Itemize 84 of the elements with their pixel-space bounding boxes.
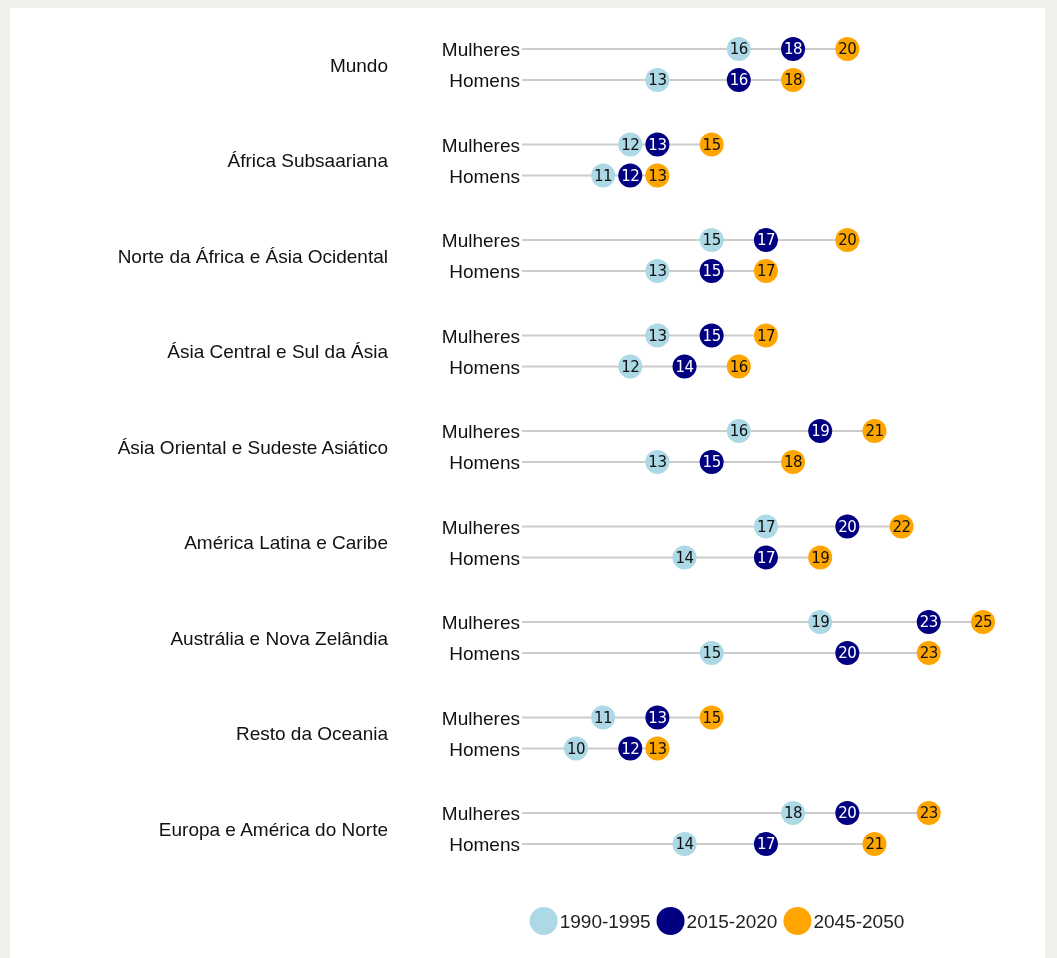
data-label: 16 <box>729 422 748 441</box>
text: Resto da Oceania <box>235 723 389 744</box>
data-label: 13 <box>648 453 667 472</box>
data-label: 13 <box>648 326 667 345</box>
data-label: 23 <box>919 613 938 632</box>
data-label: 13 <box>648 262 667 281</box>
data-label: 20 <box>838 644 857 663</box>
y-tick-label: Homens <box>449 356 520 378</box>
data-label: 16 <box>729 71 748 90</box>
data-label: 13 <box>648 739 667 758</box>
data-label: 12 <box>621 135 640 154</box>
y-tick-label: Homens <box>449 70 520 91</box>
data-label: 20 <box>838 517 857 536</box>
text: Ásia Oriental e Sudeste Asiático <box>117 436 388 458</box>
data-label: 14 <box>675 357 694 376</box>
data-label: 15 <box>702 326 721 345</box>
data-label: 13 <box>648 71 667 90</box>
text: Mundo <box>329 54 388 76</box>
data-label: 23 <box>919 644 938 663</box>
text: Europa e América do Norte <box>158 818 388 840</box>
data-label: 17 <box>756 548 775 567</box>
y-tick-label: Homens <box>449 834 520 855</box>
data-label: 16 <box>729 357 748 376</box>
data-label: 17 <box>756 326 775 345</box>
data-label: 25 <box>973 613 993 632</box>
text: Austrália e Nova Zelândia <box>170 627 389 649</box>
data-label: 17 <box>756 517 775 536</box>
text: Norte da África e Ásia Ocidental <box>117 245 388 267</box>
y-tick-label: Mulheres <box>441 707 520 729</box>
y-tick-label: Mulheres <box>441 421 520 442</box>
y-tick-label: Homens <box>449 165 520 187</box>
y-tick-label: Mulheres <box>441 516 520 538</box>
y-tick-label: Homens <box>449 738 520 760</box>
data-label: 15 <box>702 262 721 281</box>
data-label: 16 <box>729 40 748 59</box>
data-label: 13 <box>648 708 667 727</box>
data-label: 13 <box>648 135 667 154</box>
data-label: 19 <box>811 548 830 567</box>
data-label: 11 <box>594 708 613 727</box>
text: América Latina e Caribe <box>184 532 388 553</box>
data-label: 17 <box>756 231 775 250</box>
data-label: 21 <box>865 422 884 441</box>
y-tick-label: Mulheres <box>441 612 520 633</box>
data-label: 14 <box>675 548 694 567</box>
data-label: 12 <box>621 166 640 185</box>
data-label: 20 <box>838 804 857 823</box>
y-tick-label: Mulheres <box>441 230 520 251</box>
y-tick-label: Mulheres <box>441 325 520 347</box>
y-tick-label: Homens <box>449 547 520 569</box>
data-label: 17 <box>756 262 775 281</box>
data-label: 19 <box>811 422 830 441</box>
data-label: 18 <box>784 453 803 472</box>
data-label: 14 <box>675 835 694 854</box>
data-label: 18 <box>784 71 803 90</box>
legend-label: 2015-2020 <box>686 911 778 932</box>
data-label: 22 <box>892 517 911 536</box>
text: Ásia Central e Sul da Ásia <box>167 341 389 362</box>
data-label: 19 <box>811 613 830 632</box>
data-label: 15 <box>702 453 721 472</box>
y-tick-label: Mulheres <box>441 134 520 156</box>
y-tick-label: Homens <box>449 452 520 473</box>
y-tick-label: Mulheres <box>441 39 520 60</box>
data-label: 12 <box>621 357 640 376</box>
data-label: 17 <box>756 835 775 854</box>
data-label: 15 <box>702 135 721 154</box>
data-label: 18 <box>784 804 803 823</box>
legend-label: 2045-2050 <box>813 911 905 932</box>
data-label: 20 <box>838 231 857 250</box>
data-label: 15 <box>702 644 721 663</box>
text: África Subsaariana <box>227 150 389 171</box>
data-label: 15 <box>702 708 721 727</box>
data-label: 23 <box>919 804 938 823</box>
data-label: 11 <box>594 166 613 185</box>
data-label: 18 <box>784 40 803 59</box>
data-label: 12 <box>621 739 640 758</box>
data-label: 20 <box>838 40 857 59</box>
y-tick-label: Homens <box>449 643 520 664</box>
data-label: 13 <box>648 166 667 185</box>
data-label: 15 <box>702 231 721 250</box>
y-tick-label: Mulheres <box>441 803 520 824</box>
y-tick-label: Homens <box>449 261 520 282</box>
legend-label: 1990-1995 <box>559 911 651 932</box>
data-label: 10 <box>566 739 586 758</box>
data-label: 21 <box>865 835 884 854</box>
